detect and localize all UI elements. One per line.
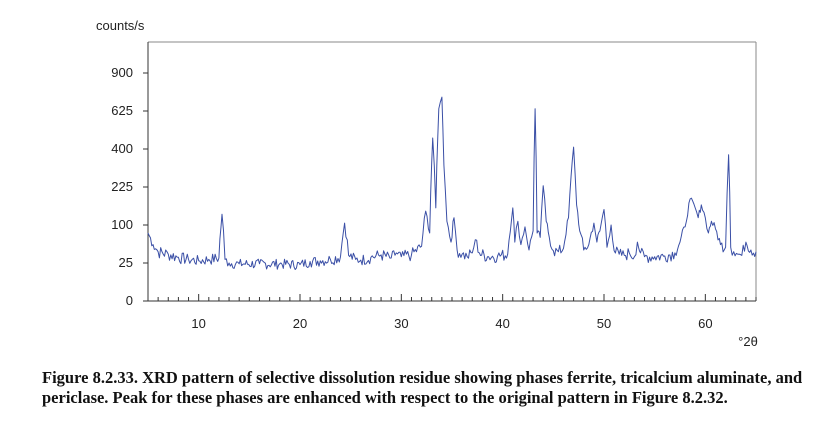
xrd-pattern-line	[147, 96, 757, 270]
x-tick-label: 10	[191, 316, 205, 331]
x-ticks: 10 20 30 40 50 60	[147, 294, 757, 331]
x-tick-label: 60	[698, 316, 712, 331]
y-tick-label: 400	[111, 141, 133, 156]
figure-caption: Figure 8.2.33. XRD pattern of selective …	[42, 368, 803, 407]
x-tick-label: 20	[293, 316, 307, 331]
x-axis-label: °2θ	[738, 334, 758, 349]
y-axis-label: counts/s	[96, 18, 145, 33]
y-tick-label: 900	[111, 65, 133, 80]
x-tick-label: 50	[597, 316, 611, 331]
xrd-chart: counts/s 0 25 100 225 400 625 900 10 20 30 40 50 60…	[96, 18, 758, 349]
y-tick-label: 0	[126, 293, 133, 308]
y-tick-label: 25	[119, 255, 133, 270]
y-tick-label: 625	[111, 103, 133, 118]
y-ticks: 0 25 100 225 400 625 900	[111, 65, 148, 308]
y-tick-label: 100	[111, 217, 133, 232]
x-tick-label: 40	[495, 316, 509, 331]
y-tick-label: 225	[111, 179, 133, 194]
x-tick-label: 30	[394, 316, 408, 331]
